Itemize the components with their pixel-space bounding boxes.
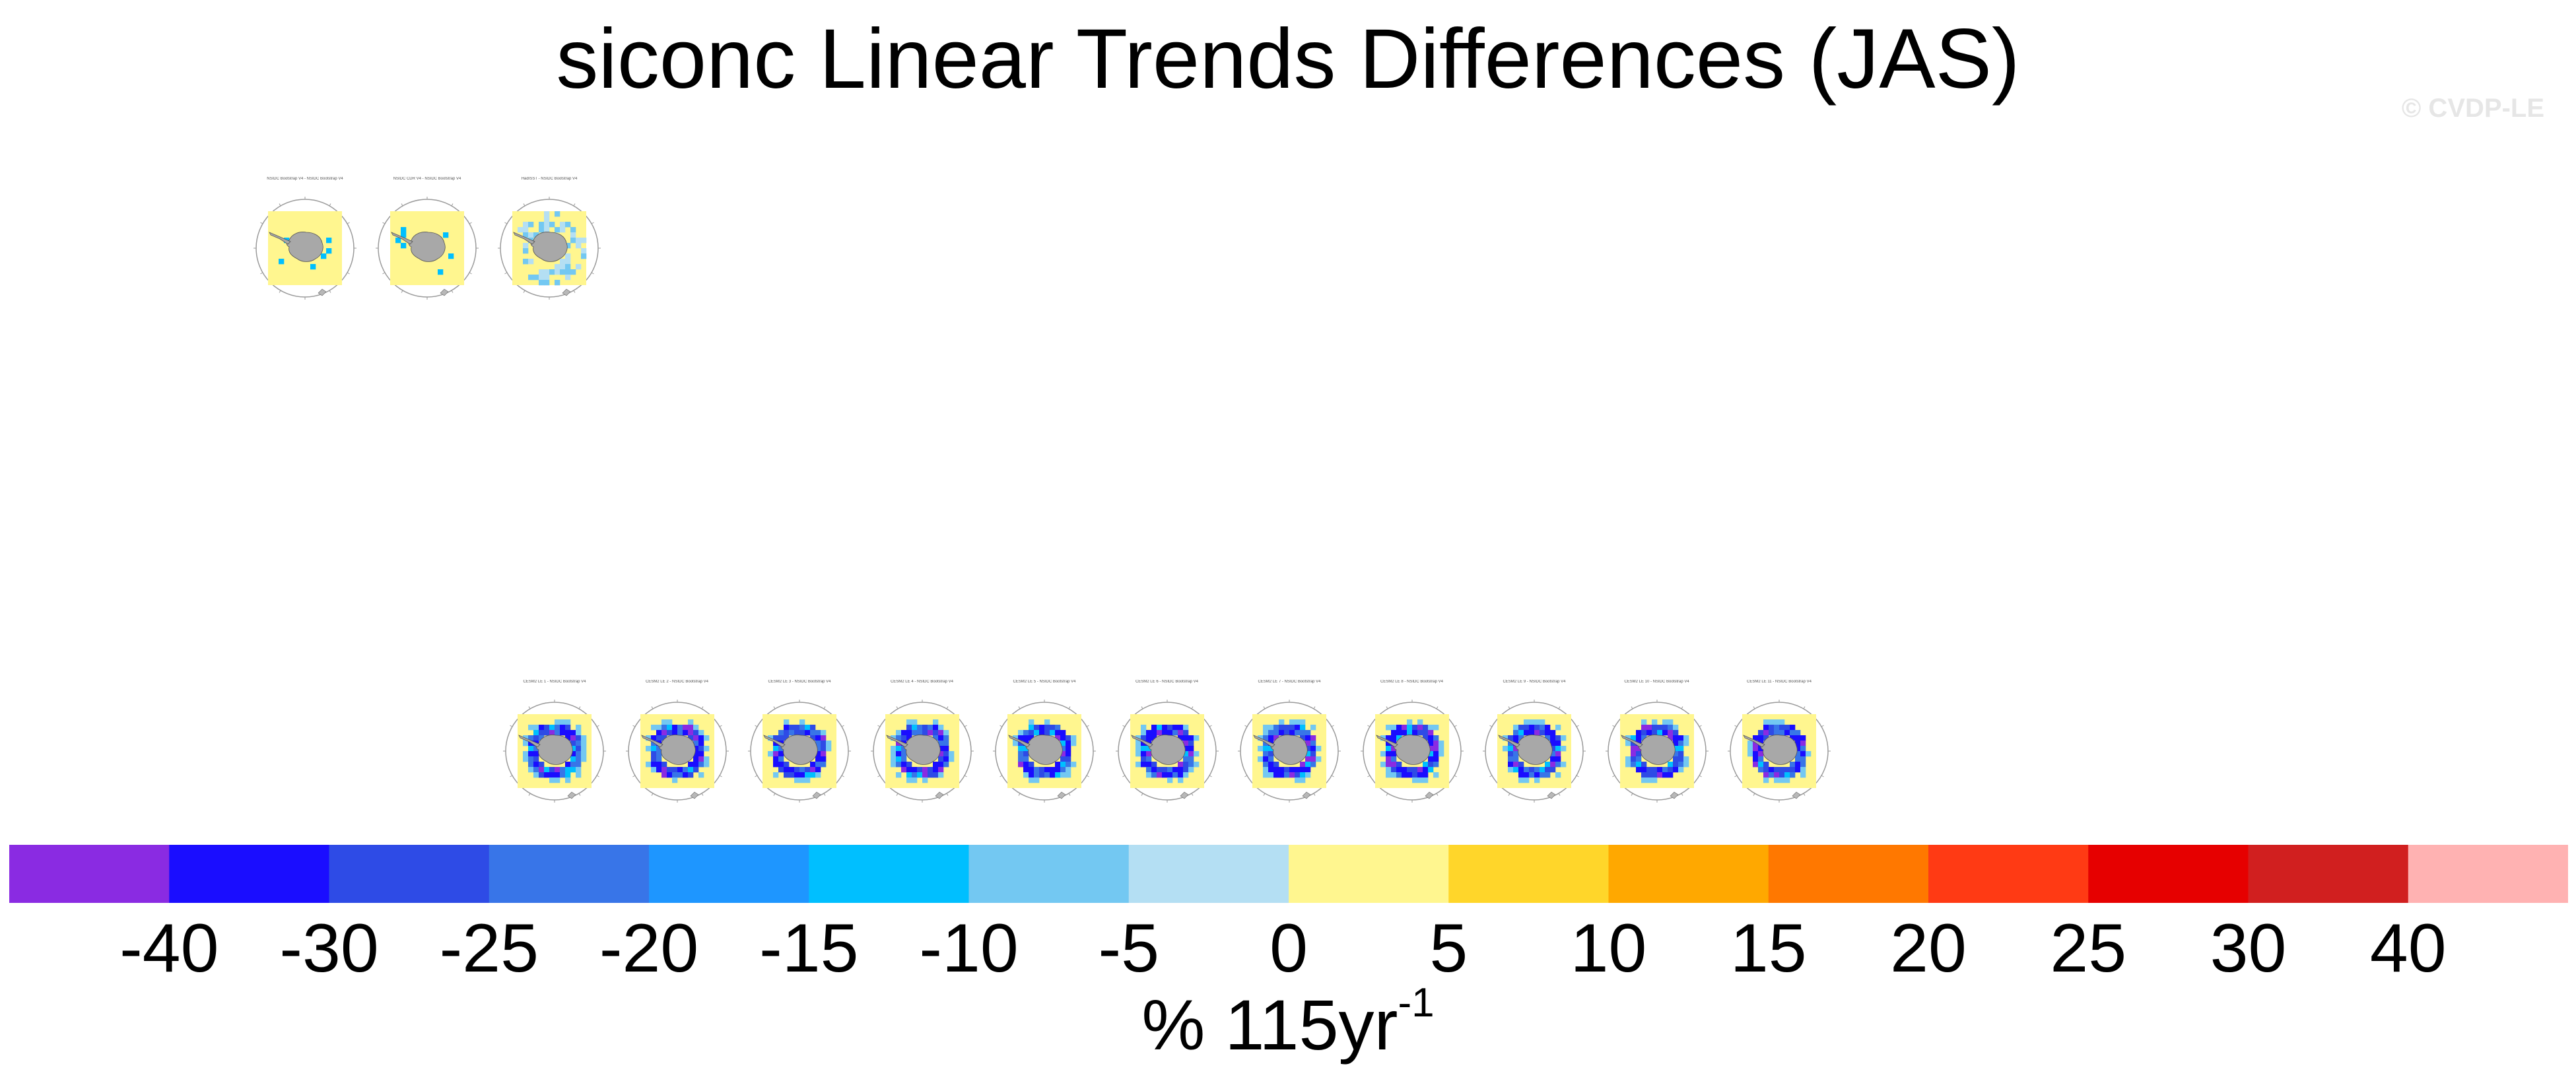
colorbar-tick-label: 5 <box>1429 910 1468 977</box>
polar-map <box>503 700 606 803</box>
panel-title: CESM2 LE 10 - NSIDC Bootstrap V4 <box>1624 680 1689 684</box>
colorbar-tick-label: 25 <box>2050 910 2126 977</box>
map-panel: NSIDC Bootstrap V4 - NSIDC Bootstrap V4 <box>252 177 358 312</box>
polar-map <box>1483 700 1586 803</box>
map-panel: CESM2 LE 6 - NSIDC Bootstrap V4 <box>1114 680 1220 815</box>
colorbar-unit-label: % 115yr-1 <box>0 982 2576 1068</box>
map-panel: CESM2 LE 5 - NSIDC Bootstrap V4 <box>992 680 1097 815</box>
map-panel: CESM2 LE 10 - NSIDC Bootstrap V4 <box>1604 680 1710 815</box>
panel-title: CESM2 LE 6 - NSIDC Bootstrap V4 <box>1135 680 1199 684</box>
map-panel: CESM2 LE 3 - NSIDC Bootstrap V4 <box>747 680 852 815</box>
colorbar-tick-label: -25 <box>440 910 539 977</box>
colorbar: -40 -30 -25 -20 -15 -10 -5 0 5 10 15 20 25 30 40 <box>9 845 2568 977</box>
panel-title: CESM2 LE 8 - NSIDC Bootstrap V4 <box>1380 680 1444 684</box>
map-panel: CESM2 LE 8 - NSIDC Bootstrap V4 <box>1359 680 1465 815</box>
colorbar-swatch-15 <box>2408 845 2568 903</box>
polar-map <box>1360 700 1464 803</box>
panel-title: CESM2 LE 4 - NSIDC Bootstrap V4 <box>890 680 954 684</box>
unit-exponent: -1 <box>1398 980 1435 1026</box>
polar-map <box>1115 700 1219 803</box>
colorbar-swatch-6 <box>968 845 1130 903</box>
colorbar-tick-label: -5 <box>1099 910 1159 977</box>
polar-map <box>498 197 601 300</box>
colorbar-tick-label: 10 <box>1571 910 1647 977</box>
map-panel: CESM2 LE 1 - NSIDC Bootstrap V4 <box>502 680 607 815</box>
polar-map <box>748 700 851 803</box>
colorbar-swatch-12 <box>1928 845 2089 903</box>
colorbar-tick-label: 20 <box>1890 910 1967 977</box>
chart-title: siconc Linear Trends Differences (JAS) <box>556 12 2020 106</box>
colorbar-swatch-13 <box>2088 845 2249 903</box>
map-panel: HadISST - NSIDC Bootstrap V4 <box>496 177 602 312</box>
colorbar-swatch-7 <box>1128 845 1289 903</box>
colorbar-swatch-1 <box>169 845 329 903</box>
panel-title: NSIDC Bootstrap V4 - NSIDC Bootstrap V4 <box>267 177 343 181</box>
map-panel: CESM2 LE 7 - NSIDC Bootstrap V4 <box>1237 680 1342 815</box>
map-panel: CESM2 LE 9 - NSIDC Bootstrap V4 <box>1481 680 1587 815</box>
polar-map <box>1605 700 1709 803</box>
colorbar-swatch-2 <box>329 845 490 903</box>
map-panel: NSIDC CDR V4 - NSIDC Bootstrap V4 <box>374 177 480 312</box>
panel-title: HadISST - NSIDC Bootstrap V4 <box>521 177 578 181</box>
colorbar-tick-label: -20 <box>599 910 698 977</box>
watermark: © CVDP-LE <box>2401 94 2544 123</box>
polar-map <box>625 700 729 803</box>
map-panel: CESM2 LE 4 - NSIDC Bootstrap V4 <box>869 680 975 815</box>
colorbar-swatch-11 <box>1768 845 1929 903</box>
polar-map <box>1728 700 1831 803</box>
colorbar-tick-label: -40 <box>119 910 219 977</box>
colorbar-swatch-3 <box>489 845 650 903</box>
colorbar-swatch-14 <box>2248 845 2409 903</box>
polar-map <box>376 197 479 300</box>
polar-map <box>1238 700 1341 803</box>
colorbar-swatch-5 <box>809 845 969 903</box>
panel-title: CESM2 LE 2 - NSIDC Bootstrap V4 <box>645 680 709 684</box>
unit-base: % 115yr <box>1141 985 1398 1065</box>
panel-title: CESM2 LE 9 - NSIDC Bootstrap V4 <box>1503 680 1566 684</box>
colorbar-tick-label: 0 <box>1270 910 1308 977</box>
colorbar-tick-label: 15 <box>1730 910 1807 977</box>
map-panel: CESM2 LE 2 - NSIDC Bootstrap V4 <box>625 680 730 815</box>
colorbar-swatch-4 <box>649 845 809 903</box>
panel-title: NSIDC CDR V4 - NSIDC Bootstrap V4 <box>393 177 461 181</box>
colorbar-tick-label: -30 <box>279 910 378 977</box>
panel-title: CESM2 LE 1 - NSIDC Bootstrap V4 <box>523 680 586 684</box>
map-panel: CESM2 LE 11 - NSIDC Bootstrap V4 <box>1726 680 1832 815</box>
colorbar-tick-label: -15 <box>759 910 858 977</box>
colorbar-swatch-8 <box>1289 845 1449 903</box>
panel-title: CESM2 LE 11 - NSIDC Bootstrap V4 <box>1747 680 1812 684</box>
colorbar-swatch-10 <box>1608 845 1769 903</box>
polar-map <box>870 700 974 803</box>
colorbar-tick-label: 40 <box>2370 910 2447 977</box>
colorbar-tick-label: -10 <box>919 910 1018 977</box>
colorbar-tick-label: 30 <box>2210 910 2287 977</box>
polar-map <box>254 197 356 300</box>
polar-map <box>993 700 1096 803</box>
panel-title: CESM2 LE 5 - NSIDC Bootstrap V4 <box>1013 680 1076 684</box>
panel-title: CESM2 LE 7 - NSIDC Bootstrap V4 <box>1258 680 1321 684</box>
colorbar-swatch-9 <box>1448 845 1609 903</box>
panel-title: CESM2 LE 3 - NSIDC Bootstrap V4 <box>768 680 831 684</box>
colorbar-swatch-0 <box>9 845 170 903</box>
